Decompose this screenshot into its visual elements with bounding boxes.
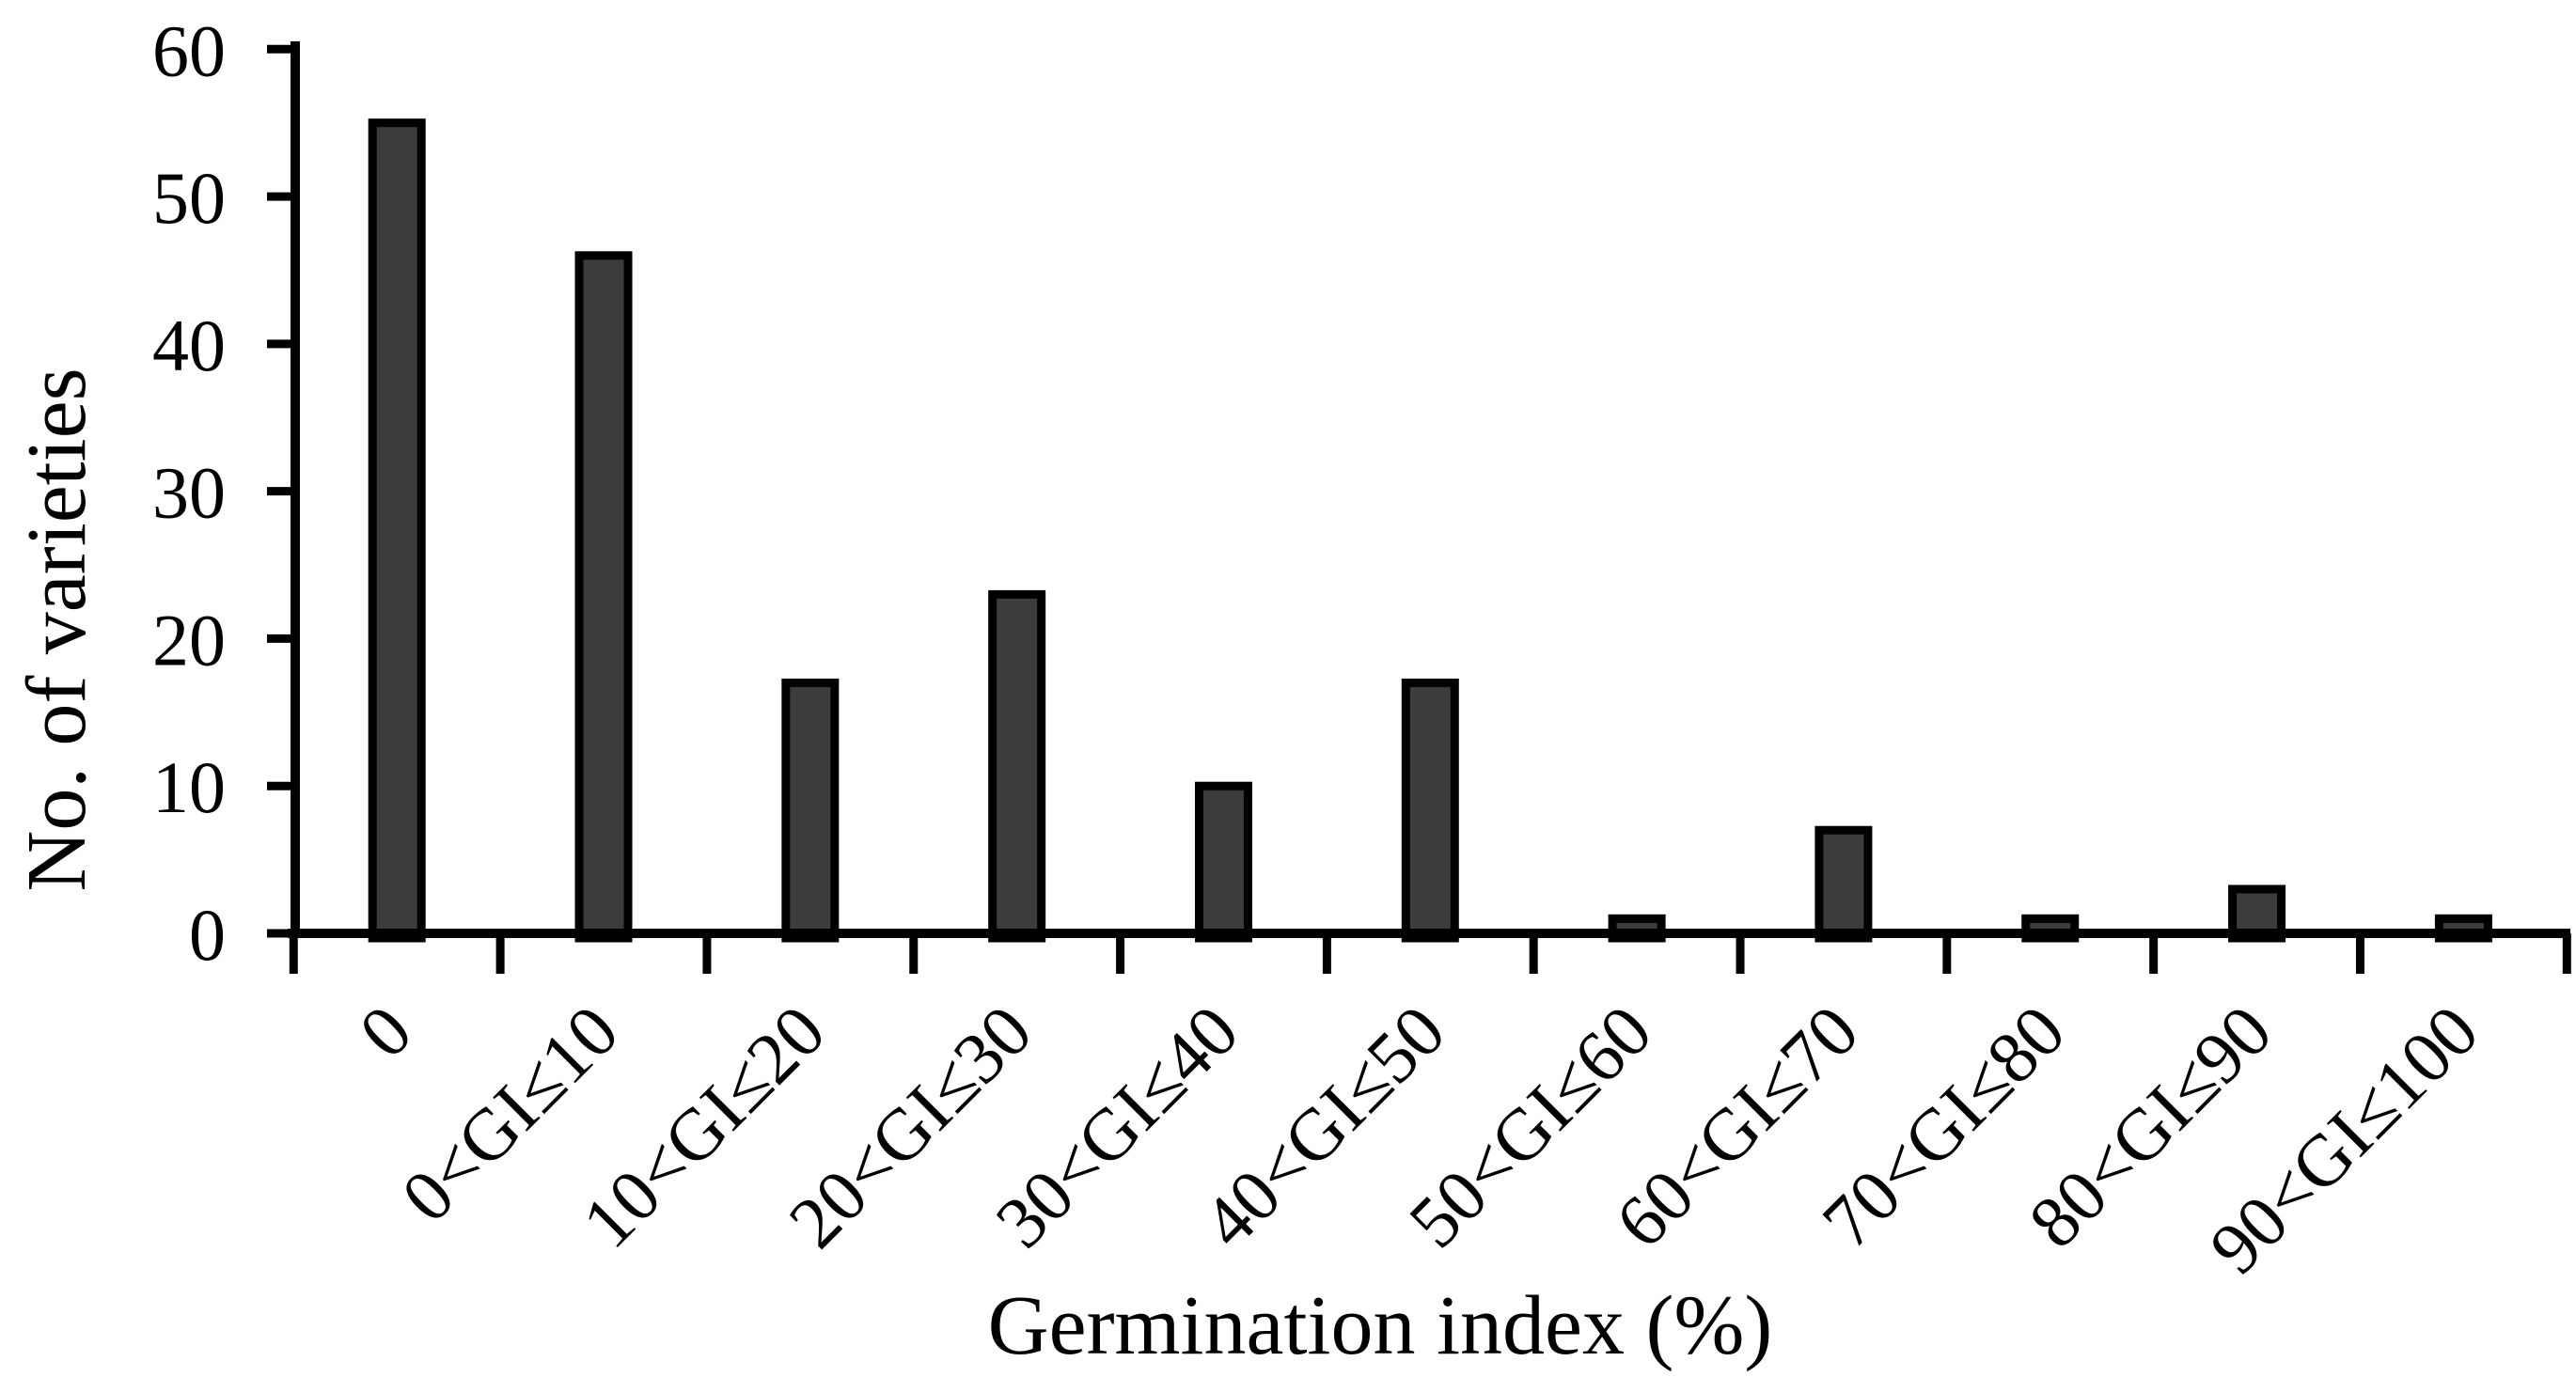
y-tick-label: 60 — [152, 9, 226, 91]
y-tick-label: 40 — [152, 305, 226, 386]
y-tick-labels-group: 0 10 20 30 40 50 60 — [152, 9, 226, 976]
x-ticks-group — [289, 933, 2571, 974]
y-tick-label: 0 — [189, 894, 226, 976]
bar — [1194, 781, 1252, 943]
y-tick-label: 50 — [152, 157, 226, 239]
bar — [1401, 678, 1459, 943]
y-tick-label: 10 — [152, 746, 226, 828]
bars-group — [368, 118, 2492, 943]
y-tick-label: 20 — [152, 599, 226, 681]
bar — [368, 118, 426, 943]
y-tick-label: 30 — [152, 452, 226, 534]
bar — [1814, 825, 1873, 943]
x-tick-label: 0 — [343, 990, 427, 1073]
x-axis-title: Germination index (%) — [988, 1279, 1773, 1372]
bar — [781, 678, 840, 943]
bar — [574, 251, 633, 943]
bar — [988, 589, 1046, 943]
x-tick-labels-group: 00<GI≤1010<GI≤2020<GI≤3030<GI≤4040<GI≤50… — [343, 990, 2493, 1290]
y-axis-title: No. of varieties — [10, 368, 103, 891]
